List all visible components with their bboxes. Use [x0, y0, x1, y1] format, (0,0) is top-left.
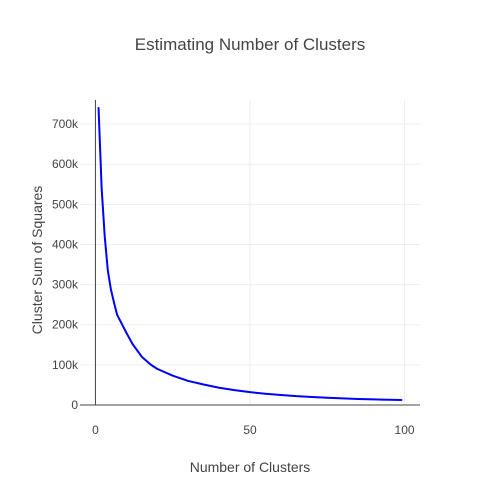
- y-tick-label-600k: 600k: [52, 157, 79, 171]
- x-tick-label-0: 0: [92, 423, 99, 437]
- tick-labels: 0 50 100 0 100k 200k 300k 400k 500k 600k 700k: [52, 117, 415, 437]
- y-axis-label: Cluster Sum of Squares: [29, 186, 45, 335]
- y-tick-label-300k: 300k: [52, 278, 79, 292]
- series-group: [97, 107, 403, 401]
- x-tick-label-50: 50: [243, 423, 257, 437]
- x-tick-label-100: 100: [395, 423, 415, 437]
- y-tick-label-500k: 500k: [52, 197, 79, 211]
- x-axis-label: Number of Clusters: [190, 459, 311, 475]
- y-tick-label-200k: 200k: [52, 318, 79, 332]
- y-tick-label-100k: 100k: [52, 358, 79, 372]
- y-tick-label-700k: 700k: [52, 117, 79, 131]
- series-line-0: [97, 107, 403, 401]
- chart-title: Estimating Number of Clusters: [135, 35, 366, 54]
- grid-lines: [80, 100, 420, 405]
- y-tick-label-0: 0: [71, 398, 78, 412]
- y-tick-label-400k: 400k: [52, 237, 79, 251]
